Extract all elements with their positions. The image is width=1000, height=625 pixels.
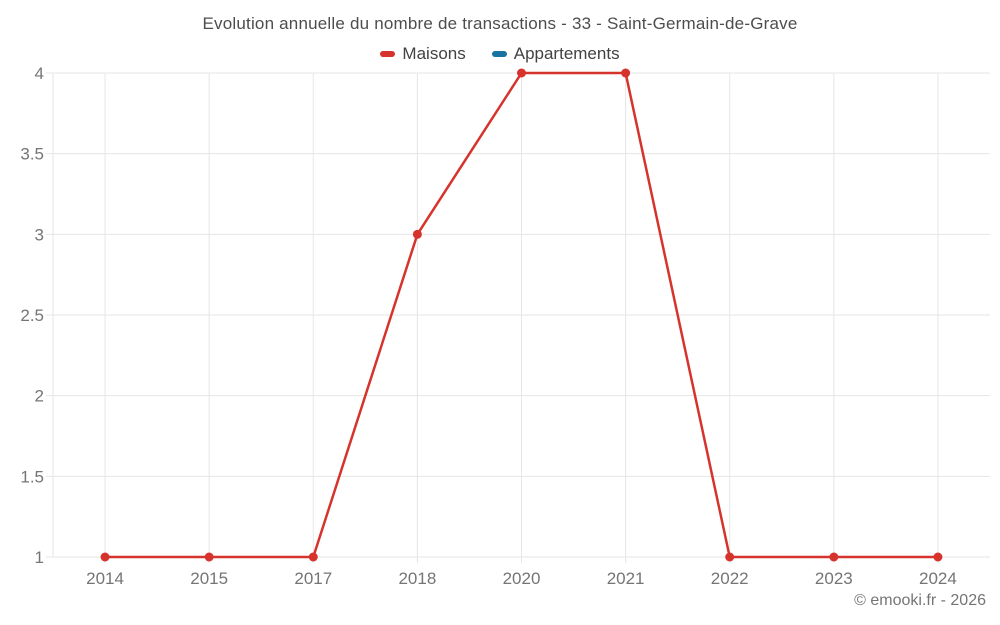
x-axis-label: 2020	[503, 569, 541, 588]
data-point-maisons-2020[interactable]	[517, 68, 526, 78]
x-axis-label: 2021	[607, 569, 645, 588]
y-axis-label: 2	[35, 387, 44, 406]
x-axis-label: 2024	[919, 569, 957, 588]
appartements-series-swatch-icon	[491, 51, 507, 57]
y-axis-label: 1	[35, 548, 44, 567]
y-axis-label: 1.5	[20, 467, 44, 486]
legend: Maisons Appartements	[0, 44, 1000, 64]
data-point-maisons-2018[interactable]	[412, 229, 422, 239]
maisons-series-swatch-icon	[380, 51, 396, 57]
x-axis-label: 2015	[190, 569, 228, 588]
data-point-maisons-2017[interactable]	[308, 552, 318, 562]
y-axis-label: 2.5	[20, 306, 44, 325]
legend-label-maisons: Maisons	[402, 44, 466, 63]
y-axis-label: 3	[35, 225, 44, 244]
chart-title: Evolution annuelle du nombre de transact…	[202, 14, 798, 33]
x-axis-label: 2017	[294, 569, 332, 588]
x-axis-label: 2014	[86, 569, 124, 588]
legend-item-appartements[interactable]: Appartements	[491, 44, 620, 64]
x-axis-label: 2023	[815, 569, 853, 588]
data-point-maisons-2022[interactable]	[725, 552, 735, 562]
legend-item-maisons[interactable]: Maisons	[380, 44, 466, 64]
data-point-maisons-2015[interactable]	[204, 552, 214, 562]
y-axis-label: 4	[35, 64, 44, 83]
data-point-maisons-2023[interactable]	[829, 552, 839, 562]
data-point-maisons-2021[interactable]	[621, 68, 631, 78]
data-point-maisons-2014[interactable]	[100, 552, 110, 562]
x-axis-label: 2022	[711, 569, 749, 588]
copyright-footer: © emooki.fr - 2026	[854, 592, 986, 609]
x-axis-label: 2018	[398, 569, 436, 588]
data-point-maisons-2024[interactable]	[933, 552, 943, 562]
legend-label-appartements: Appartements	[513, 44, 620, 63]
y-axis-label: 3.5	[20, 145, 44, 164]
